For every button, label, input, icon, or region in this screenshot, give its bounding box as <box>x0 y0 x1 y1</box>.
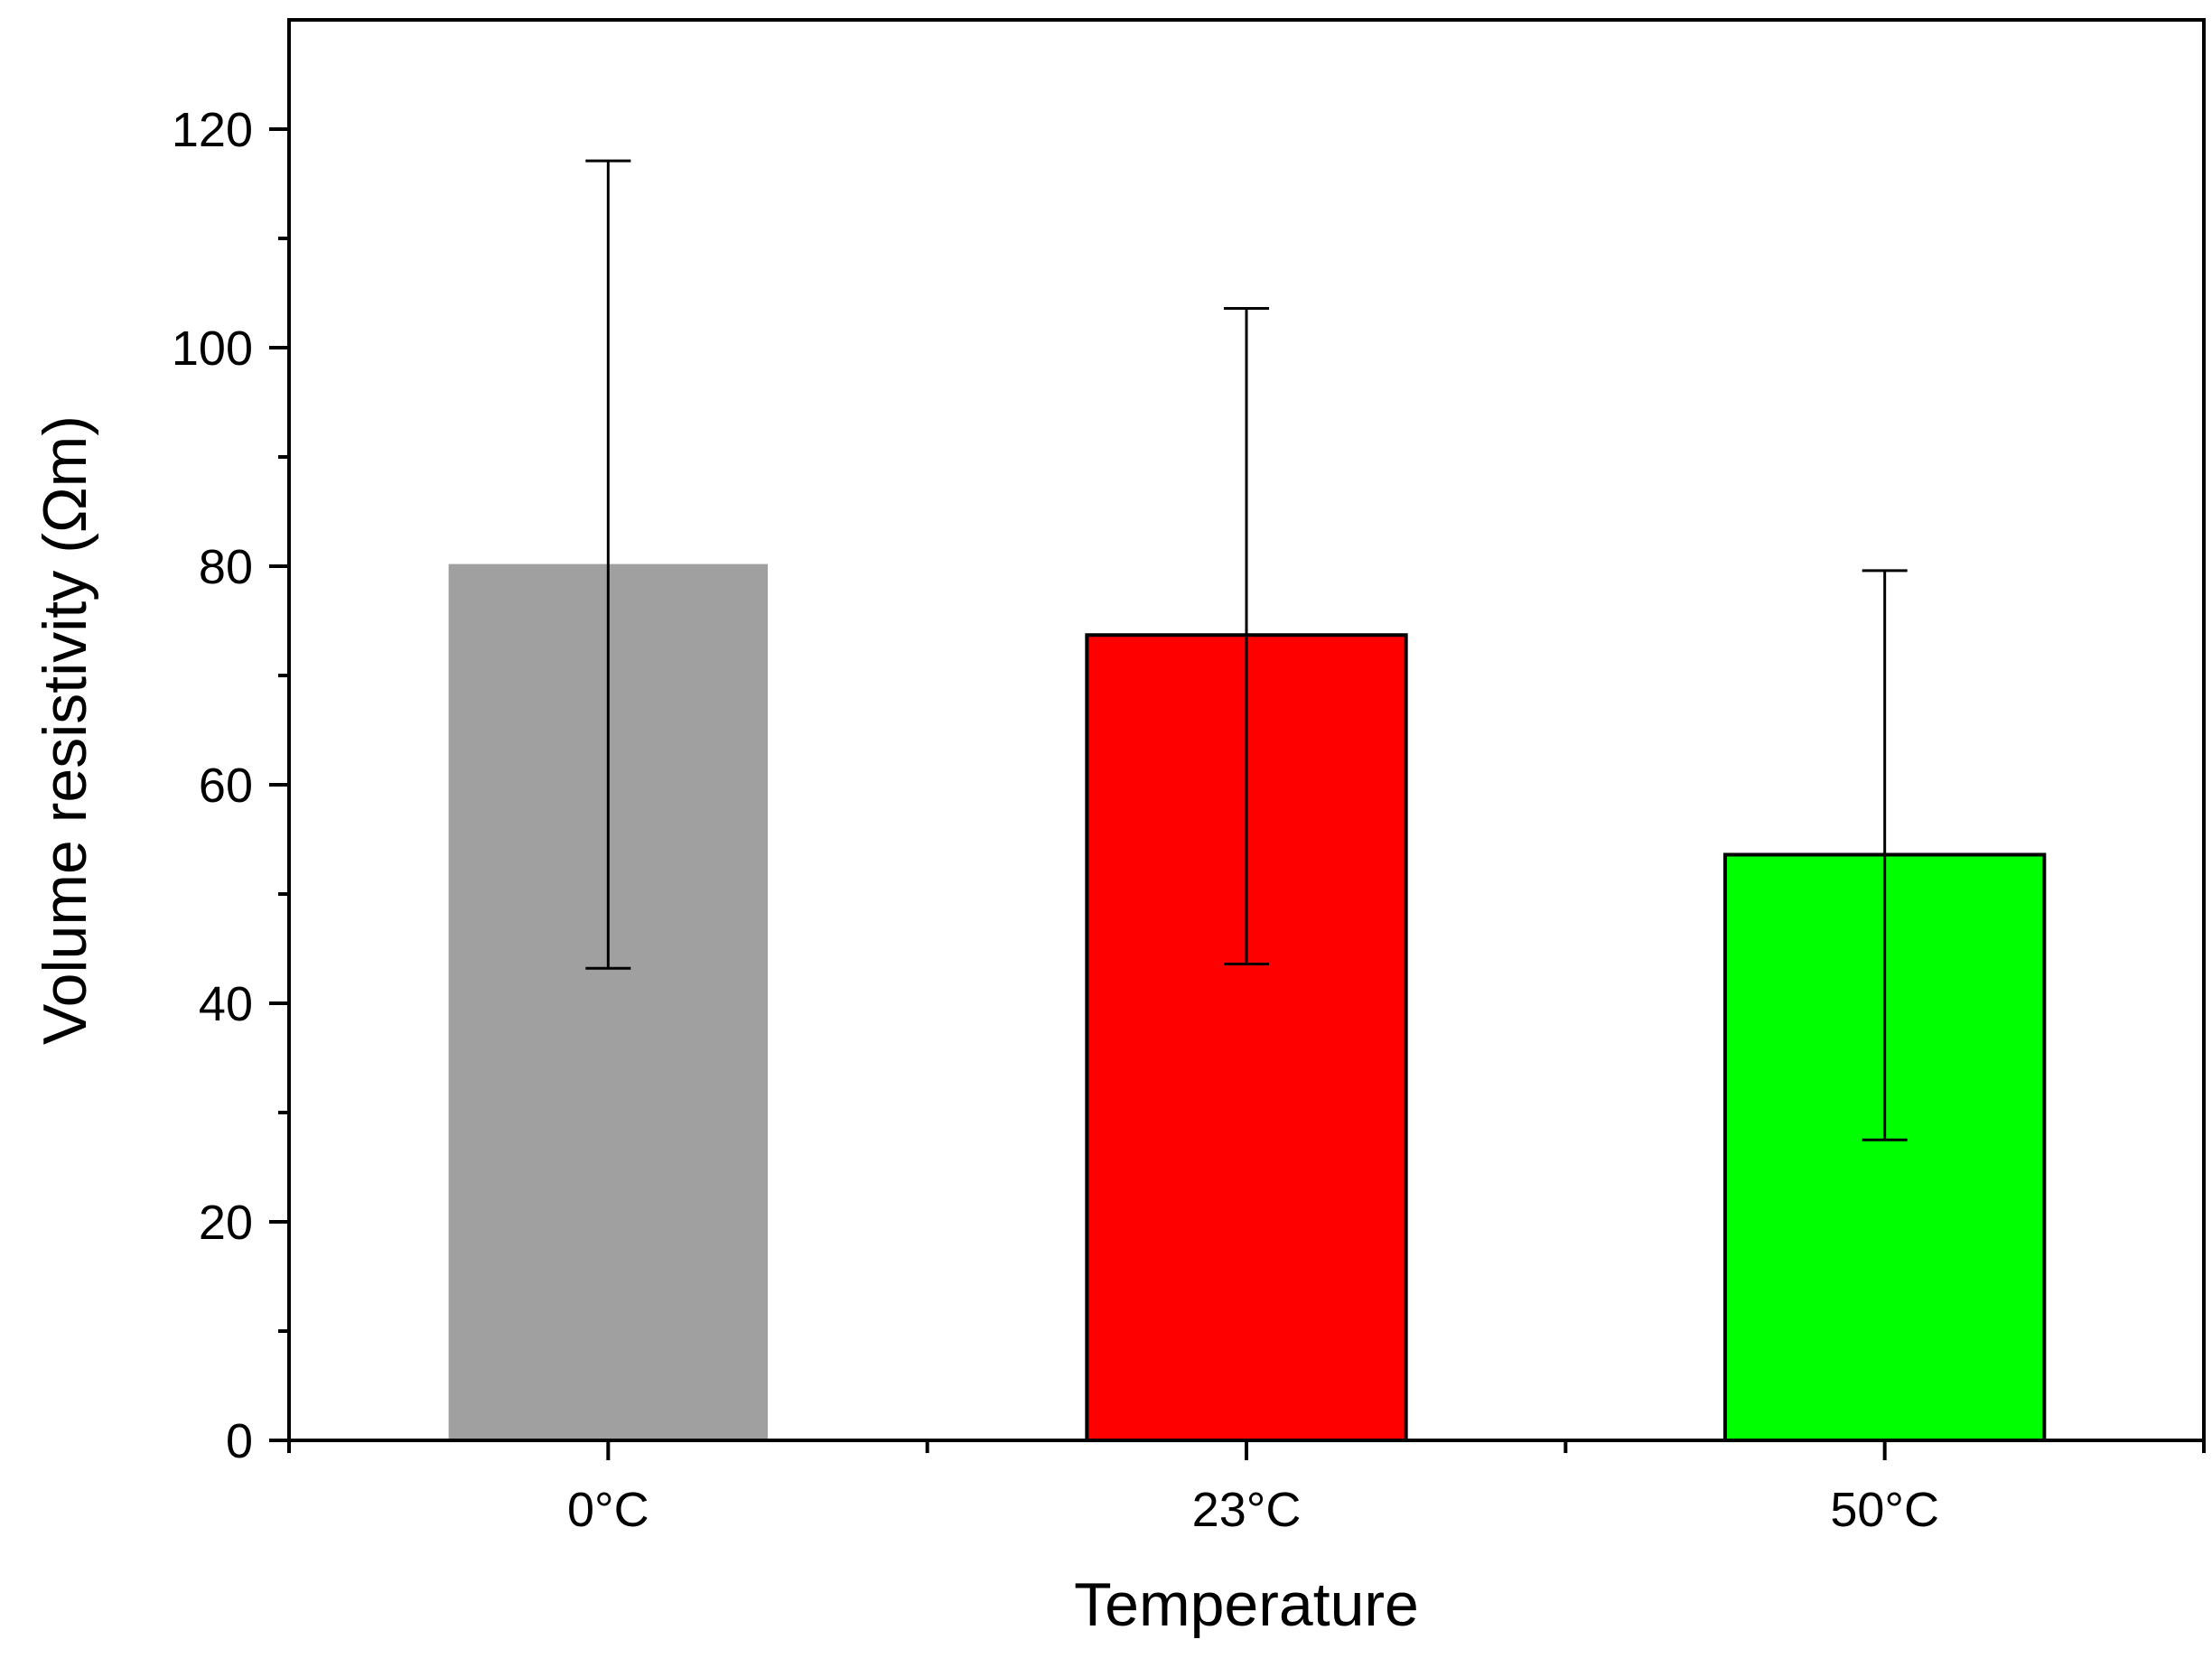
x-tick-label-1: 23°C <box>1192 1483 1302 1537</box>
y-tick-label-3: 60 <box>199 759 253 813</box>
error-bars-layer <box>585 159 1908 1141</box>
y-axis-title: Volume resistivity (Ωm) <box>31 415 99 1045</box>
y-tick-label-6: 120 <box>172 103 253 157</box>
ticks-layer <box>269 127 2206 1460</box>
x-axis-title: Temperature <box>1074 1570 1419 1639</box>
y-tick-label-4: 80 <box>199 540 253 594</box>
y-tick-label-2: 40 <box>199 977 253 1031</box>
bars-layer <box>448 564 2047 1442</box>
y-tick-label-5: 100 <box>172 321 253 376</box>
y-tick-label-1: 20 <box>199 1196 253 1250</box>
x-tick-label-2: 50°C <box>1830 1483 1939 1537</box>
tick-labels-layer: 0 20 40 60 80 100 120 0°C 23°C 50°C <box>172 103 1939 1537</box>
y-tick-label-0: 0 <box>226 1414 253 1468</box>
x-tick-label-0: 0°C <box>567 1483 649 1537</box>
